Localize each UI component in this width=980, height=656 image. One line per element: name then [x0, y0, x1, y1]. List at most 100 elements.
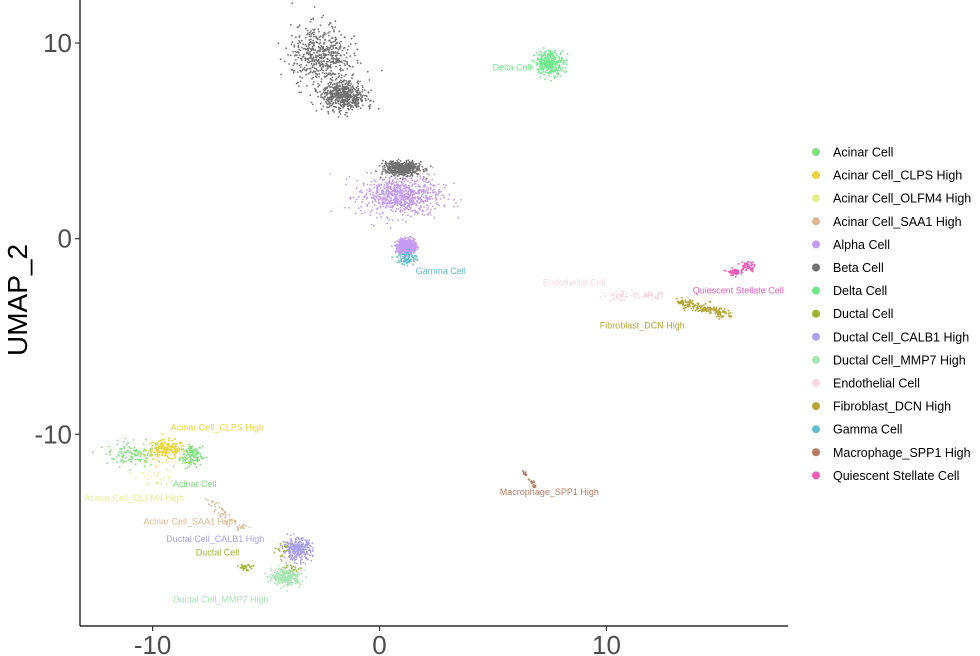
- data-point: [177, 447, 180, 449]
- data-point: [159, 478, 162, 481]
- series-delta-cell: [530, 47, 569, 82]
- data-point: [371, 191, 374, 194]
- data-point: [622, 291, 624, 294]
- data-point: [530, 65, 533, 68]
- data-point: [396, 178, 399, 181]
- data-point: [367, 98, 370, 101]
- data-point: [164, 446, 167, 448]
- data-point: [118, 466, 121, 468]
- data-point: [391, 182, 394, 185]
- data-point: [156, 459, 159, 461]
- data-point: [338, 108, 340, 111]
- data-point: [394, 200, 397, 203]
- data-point: [308, 43, 311, 46]
- data-point: [320, 45, 323, 48]
- data-point: [211, 501, 213, 504]
- data-point: [390, 188, 393, 191]
- data-point: [309, 70, 312, 73]
- data-point: [393, 190, 396, 193]
- data-point: [308, 539, 311, 542]
- data-point: [242, 567, 245, 570]
- data-point: [138, 459, 140, 461]
- data-point: [318, 42, 321, 45]
- data-point: [390, 209, 392, 212]
- data-point: [542, 47, 545, 49]
- data-point: [236, 525, 239, 528]
- data-point: [728, 315, 731, 318]
- data-point: [170, 479, 173, 482]
- data-point: [332, 62, 335, 65]
- data-point: [378, 185, 381, 188]
- data-point: [387, 193, 390, 195]
- data-point: [281, 554, 284, 557]
- data-point: [383, 196, 386, 199]
- data-point: [361, 96, 363, 99]
- data-point: [723, 308, 726, 310]
- data-point: [334, 58, 336, 60]
- data-point: [557, 55, 560, 58]
- data-point: [163, 476, 166, 479]
- data-point: [326, 58, 329, 61]
- data-point: [393, 181, 395, 184]
- data-point: [420, 195, 423, 197]
- data-point: [414, 171, 416, 174]
- data-point: [401, 181, 403, 184]
- data-point: [413, 183, 416, 185]
- data-point: [407, 194, 410, 197]
- data-point: [401, 263, 404, 265]
- data-point: [407, 191, 410, 193]
- data-point: [356, 96, 358, 99]
- data-point: [402, 245, 405, 248]
- data-point: [178, 450, 180, 452]
- data-point: [240, 525, 243, 528]
- data-point: [343, 93, 346, 95]
- data-point: [394, 184, 396, 187]
- data-point: [650, 295, 653, 298]
- data-point: [413, 241, 416, 244]
- data-point: [363, 89, 366, 91]
- data-point: [408, 184, 410, 187]
- data-point: [636, 294, 639, 296]
- data-point: [416, 192, 418, 195]
- data-point: [314, 89, 317, 92]
- data-point: [291, 554, 294, 557]
- data-point: [404, 211, 406, 214]
- data-point: [389, 200, 392, 203]
- data-point: [152, 457, 155, 460]
- data-point: [242, 569, 245, 571]
- data-point: [336, 82, 339, 84]
- data-point: [197, 456, 200, 459]
- data-point: [340, 67, 342, 70]
- data-point: [339, 69, 342, 72]
- data-point: [390, 185, 392, 188]
- data-point: [425, 181, 428, 183]
- data-point: [410, 192, 412, 195]
- data-point: [395, 172, 398, 175]
- data-point: [300, 551, 302, 554]
- data-point: [547, 58, 549, 61]
- data-point: [343, 101, 346, 104]
- data-point: [268, 575, 271, 578]
- data-point: [552, 57, 555, 60]
- data-point: [394, 164, 397, 167]
- data-point: [398, 241, 401, 244]
- data-point: [426, 200, 429, 203]
- data-point: [328, 31, 331, 33]
- data-point: [366, 183, 369, 186]
- data-point: [165, 459, 168, 462]
- data-point: [329, 63, 332, 66]
- data-point: [645, 294, 647, 297]
- data-point: [411, 193, 414, 196]
- data-point: [151, 449, 154, 452]
- data-point: [157, 482, 160, 484]
- data-point: [683, 309, 686, 312]
- data-point: [299, 547, 301, 550]
- data-point: [344, 64, 346, 67]
- data-point: [330, 210, 333, 213]
- data-point: [195, 466, 198, 469]
- data-point: [146, 454, 149, 457]
- data-point: [311, 59, 313, 62]
- data-point: [161, 454, 163, 457]
- data-point: [322, 57, 325, 60]
- data-point: [199, 455, 202, 457]
